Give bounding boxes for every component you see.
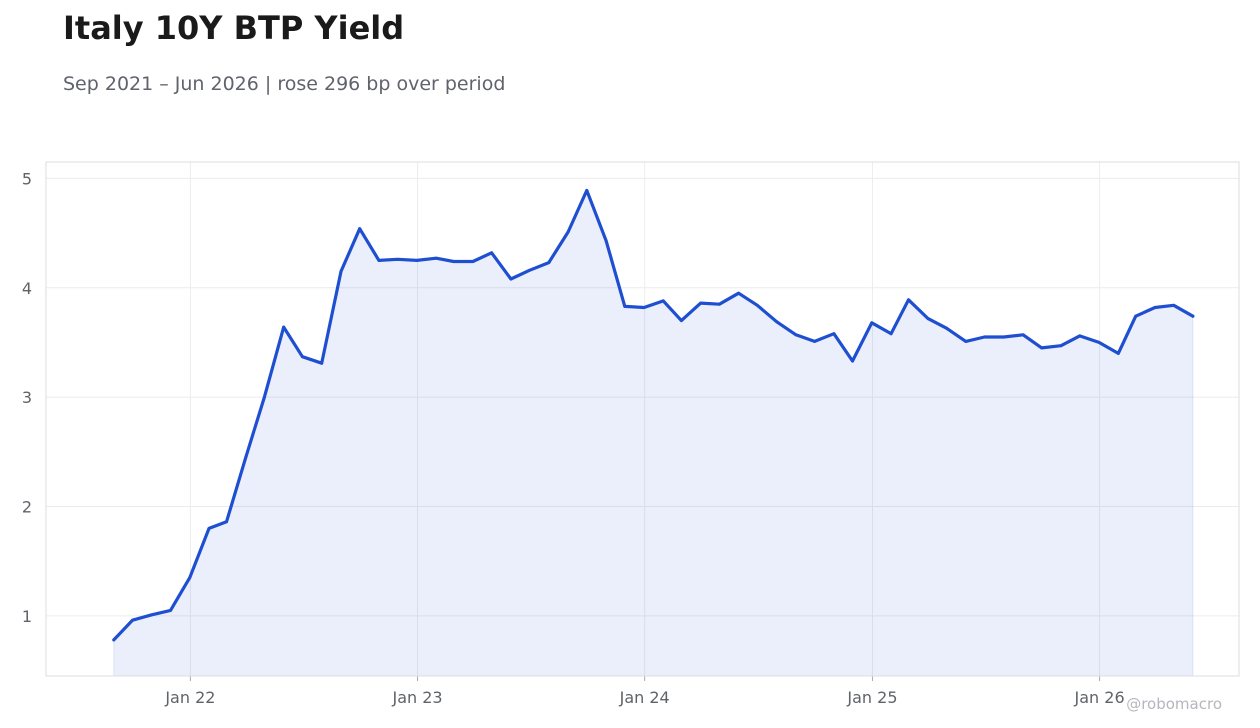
data-point [207, 527, 211, 530]
data-point [661, 299, 665, 303]
x-tick-label: Jan 24 [619, 688, 670, 707]
data-point [434, 256, 438, 260]
data-point [964, 340, 968, 343]
axis-layer: 1 2 3 4 5 Jan 22 Jan 23 Jan 24 Jan 25 Jan 26 [22, 161, 1240, 707]
data-point [188, 576, 192, 579]
data-point [225, 520, 228, 524]
data-point [794, 333, 798, 337]
data-point [983, 335, 986, 339]
data-point [377, 259, 381, 262]
data-point [926, 317, 930, 320]
data-point [471, 260, 475, 263]
data-point [452, 260, 455, 263]
y-tick-label: 1 [22, 607, 32, 626]
data-point [263, 395, 266, 399]
data-point [889, 332, 893, 336]
data-point [396, 257, 399, 261]
y-tick-label: 5 [22, 169, 32, 188]
data-point [1059, 344, 1063, 348]
data-point [680, 319, 683, 322]
data-point [150, 613, 154, 617]
data-point [509, 277, 513, 281]
data-point [1191, 314, 1195, 318]
yield-line [112, 188, 1195, 642]
data-point [945, 326, 948, 330]
x-tick-label: Jan 25 [846, 688, 897, 707]
data-point [1021, 333, 1025, 337]
data-point [604, 239, 608, 243]
data-point [832, 332, 836, 336]
data-point [1116, 352, 1120, 355]
data-point [490, 251, 493, 255]
data-point [775, 320, 778, 324]
data-point [718, 302, 721, 306]
data-point [1040, 346, 1044, 350]
plot-frame [45, 161, 1240, 677]
data-point [339, 270, 343, 273]
data-point [699, 301, 703, 305]
data-point [623, 305, 627, 308]
data-point [813, 340, 816, 343]
yield-area-fill [113, 189, 1194, 677]
data-point [320, 361, 324, 365]
data-point [566, 230, 570, 234]
x-tick-label: Jan 22 [164, 688, 215, 707]
y-tick-label: 4 [22, 279, 32, 298]
credit-watermark: @robomacro [1126, 695, 1222, 713]
y-tick-label: 3 [22, 388, 32, 407]
data-point [169, 609, 172, 612]
x-tick-label: Jan 26 [1074, 688, 1125, 707]
data-point [415, 259, 419, 262]
data-point [737, 291, 740, 295]
data-point [585, 189, 589, 192]
data-point [1153, 306, 1157, 309]
data-point [755, 303, 759, 307]
data-point [1002, 335, 1006, 339]
data-point [112, 638, 116, 642]
data-point [282, 325, 286, 329]
data-point [1078, 334, 1082, 338]
data-point [642, 306, 646, 309]
grid-layer [46, 162, 1239, 676]
data-point [547, 261, 551, 264]
chart-subtitle: Sep 2021 – Jun 2026 | rose 296 bp over p… [63, 73, 506, 95]
data-point [907, 298, 910, 302]
data-point [1172, 303, 1176, 307]
series-layer [112, 188, 1195, 677]
data-point [1134, 314, 1138, 318]
data-point [301, 355, 304, 359]
data-point [131, 618, 134, 622]
chart-title: Italy 10Y BTP Yield [63, 9, 405, 47]
data-point [1097, 341, 1101, 344]
data-point [870, 321, 874, 325]
data-point [358, 227, 362, 231]
data-point [528, 268, 531, 272]
x-tick-label: Jan 23 [391, 688, 442, 707]
data-point [851, 359, 854, 363]
y-tick-label: 2 [22, 497, 32, 516]
data-point [244, 455, 248, 459]
